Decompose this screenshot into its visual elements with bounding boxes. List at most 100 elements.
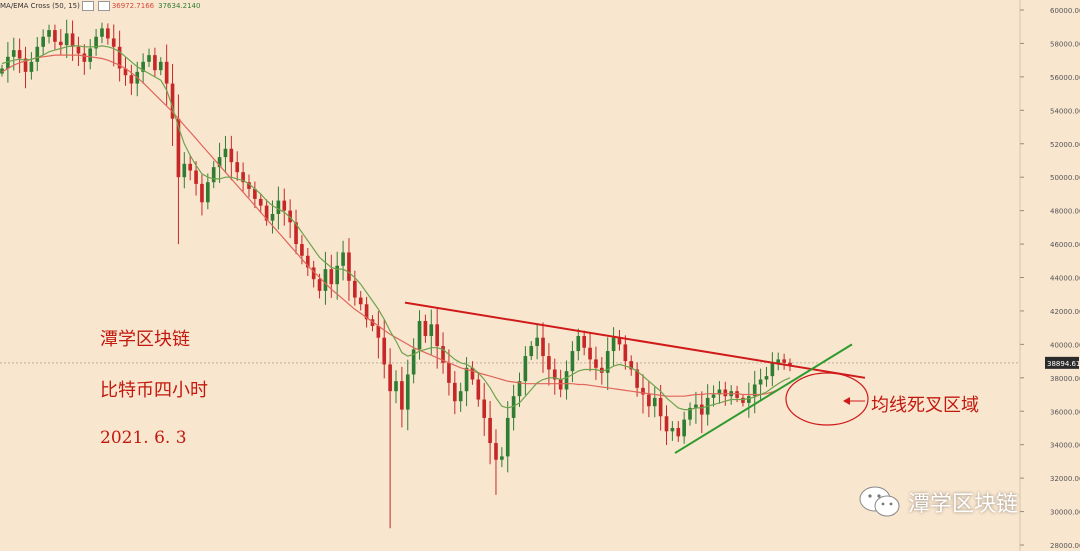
candle [211,160,216,189]
candle [464,357,469,407]
indicator-value-ema: 37634.2140 [158,2,201,10]
annotation-subtitle: 比特币四小时 [100,380,208,401]
y-tick-label: 28000.00 [1050,542,1080,550]
candle [205,173,210,210]
candle [488,400,492,465]
candle [711,385,716,407]
candle [23,46,28,89]
candle [329,254,334,298]
watermark: 潭学区块链 [858,484,1018,520]
y-tick-label: 32000.00 [1050,475,1080,483]
candle [64,19,69,59]
candle [258,193,263,214]
y-tick-label: 48000.00 [1050,208,1080,216]
candle [153,47,157,78]
candle [194,161,198,196]
candle [123,57,128,86]
visibility-toggle[interactable] [81,1,94,11]
candle [770,352,775,387]
candle [617,329,622,351]
candle [441,332,445,374]
candle [17,38,22,74]
candle [323,251,328,305]
trendlines [404,301,869,454]
candle [688,402,692,426]
ma-slow-line [1,54,791,397]
candle [429,309,434,355]
y-tick-label: 42000.00 [1050,308,1080,316]
candle [47,24,51,44]
y-tick-label: 54000.00 [1050,107,1080,115]
candle [576,328,581,361]
candle [358,291,363,311]
candle [188,154,193,181]
y-tick-label: 60000.00 [1050,7,1080,15]
settings-toggle[interactable] [97,1,110,11]
candle [664,405,669,446]
candle [782,353,786,370]
candle [182,152,187,189]
indicator-value-ma: 36972.7166 [111,2,155,10]
candle [353,270,357,306]
annotation-title: 潭学区块链 [100,329,190,350]
candle [111,24,116,67]
candle [235,151,240,181]
candle [347,238,351,301]
y-tick-label: 46000.00 [1050,241,1080,249]
candle [682,411,686,444]
candle [82,44,87,75]
candle [717,381,722,404]
candle [288,199,292,239]
candle [476,371,481,407]
candle [88,39,93,70]
candle [670,421,675,441]
candle [341,240,345,281]
candle [117,30,122,82]
candle [523,346,528,396]
candle [517,372,522,407]
callout-arrow-head [843,397,850,405]
candle [364,296,369,328]
candle [411,338,416,384]
candle [241,162,245,192]
candle [699,391,704,434]
candle [605,337,610,391]
candle [141,53,145,84]
candle [41,29,45,55]
candle [741,394,745,407]
candle [200,174,204,216]
candle [106,23,110,45]
candle [494,429,498,495]
candle [482,383,487,437]
candle [76,36,81,67]
candle [129,64,134,96]
candle [764,366,769,387]
candle [629,355,634,376]
candle [405,359,410,431]
candle [170,64,175,146]
candle [647,380,651,418]
candle [164,44,169,106]
candle [729,385,734,405]
candle [582,330,587,356]
candle [564,360,569,400]
wechat-icon [859,486,900,517]
candle [370,315,375,332]
candle [541,322,545,373]
candle [217,142,222,183]
candle [447,349,451,396]
candle [376,311,381,359]
candle [505,401,510,473]
y-tick-label: 34000.00 [1050,442,1080,450]
y-tick-label: 44000.00 [1050,275,1080,283]
y-tick-label: 30000.00 [1050,509,1080,517]
candle [588,332,592,372]
candle [423,314,428,343]
candle [305,247,310,277]
y-tick-label: 40000.00 [1050,341,1080,349]
candle [623,335,628,370]
candle [247,174,251,198]
candle [388,348,392,529]
